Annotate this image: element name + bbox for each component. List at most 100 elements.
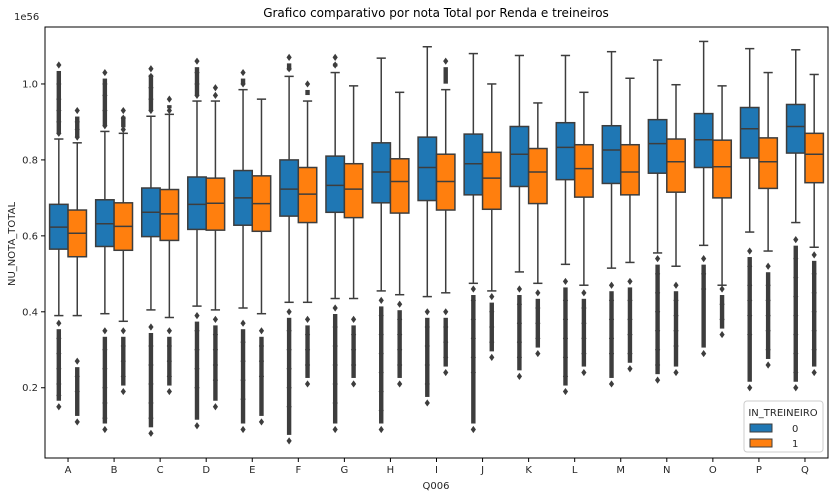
plot-area: 0.2 0.4 0.6 0.8 1.0 A B C D E F G H I J K L M N O P Q [22,26,829,476]
legend-label-0: 0 [792,424,798,435]
outlier-low-column [489,302,494,352]
outlier-low [304,380,311,388]
outlier-low [397,300,403,308]
outlier-low [74,357,80,365]
box-series-1 [804,132,825,184]
box-series-1 [205,177,226,231]
x-tick-label: F [295,465,301,476]
x-tick-label: D [202,465,210,476]
outlier-low-column [627,287,633,363]
x-tick-label: G [341,465,349,476]
outlier-low-column [397,310,402,378]
outlier-low-column [148,332,154,428]
outlier-low-column [213,325,218,401]
outlier-low-column [655,264,660,375]
outlier-low [581,289,587,297]
box-series-0 [693,112,714,169]
outlier-low-column [747,257,752,382]
outlier-low [424,308,430,316]
x-tick-label: I [435,465,438,476]
outlier-low [378,425,384,434]
outlier-low [581,368,587,377]
box-series-1 [481,151,502,211]
box-series-0 [325,155,346,214]
box-series-0 [371,142,392,204]
outlier-low [240,425,246,434]
outlier-low [148,429,154,437]
outlier-low-column [563,287,568,386]
box-series-1 [343,162,364,219]
box-series-0 [417,136,438,202]
outlier-low [56,319,62,327]
x-tick-label: H [387,465,395,476]
y-tick-label: 0.4 [22,307,38,318]
box-series-0 [555,121,576,181]
outlier-high-column [102,78,108,126]
outlier-low [120,387,126,396]
legend-swatch-0 [749,423,773,433]
box-series-1 [297,166,318,224]
outlier-low-column [673,291,679,367]
outlier-low [332,425,338,434]
outlier-high [443,57,449,65]
outlier-low [608,380,615,388]
outlier-low-column [305,325,310,378]
outlier-high-column [121,116,126,128]
outlier-low [535,289,541,297]
y-axis-label: NU_NOTA_TOTAL [7,202,18,286]
y-tick-label: 0.6 [22,231,38,242]
x-tick-label: Q [801,465,809,476]
outlier-high [120,106,126,115]
outlier-low [811,251,817,259]
outlier-low [701,255,707,263]
outlier-high-column [194,67,200,96]
outlier-low-column [167,336,172,386]
outlier-low-column [793,245,798,382]
outlier-low-column [286,317,292,435]
outlier-low [516,372,523,380]
box-series-0 [647,118,668,174]
box-series-0 [785,103,806,154]
box-series-1 [758,137,779,190]
x-axis-label: Q006 [423,481,450,492]
outlier-low [350,315,357,323]
outlier-high [194,57,200,65]
outlier-low [424,399,430,407]
outlier-high-column [443,67,448,84]
legend: IN_TREINEIRO 0 1 [743,400,824,453]
x-tick-label: P [756,465,762,476]
outlier-high-column [56,70,62,134]
outlier-high-column [240,78,246,84]
box-series-1 [389,158,410,214]
outlier-low [148,323,154,331]
outlier-low [304,315,311,323]
outlier-low [811,368,817,377]
box-series-0 [739,106,760,159]
outlier-low [489,293,495,301]
x-tick-label: C [157,465,164,476]
outlier-high [166,106,172,115]
outlier-low-column [811,260,817,367]
box-series-1 [619,143,640,196]
outlier-low-column [102,336,108,424]
legend-label-1: 1 [792,439,798,450]
outlier-low [443,368,449,377]
outlier-low [120,327,126,335]
outlier-high-column [305,89,310,96]
x-tick-label: L [572,465,578,476]
x-tick-label: O [709,465,717,476]
x-tick-label: K [525,465,532,476]
axes-frame [44,26,829,459]
outlier-high [332,53,338,61]
x-tick-label: B [111,465,118,476]
outlier-high-column [286,63,292,71]
box-series-1 [573,143,594,198]
outlier-low [166,327,172,335]
x-tick-label: M [616,465,625,476]
outlier-low-column [609,291,614,378]
outlier-low-column [581,298,587,367]
outlier-low [765,262,771,270]
outlier-low [719,285,725,293]
outlier-high [74,106,80,115]
outlier-low [747,247,753,255]
